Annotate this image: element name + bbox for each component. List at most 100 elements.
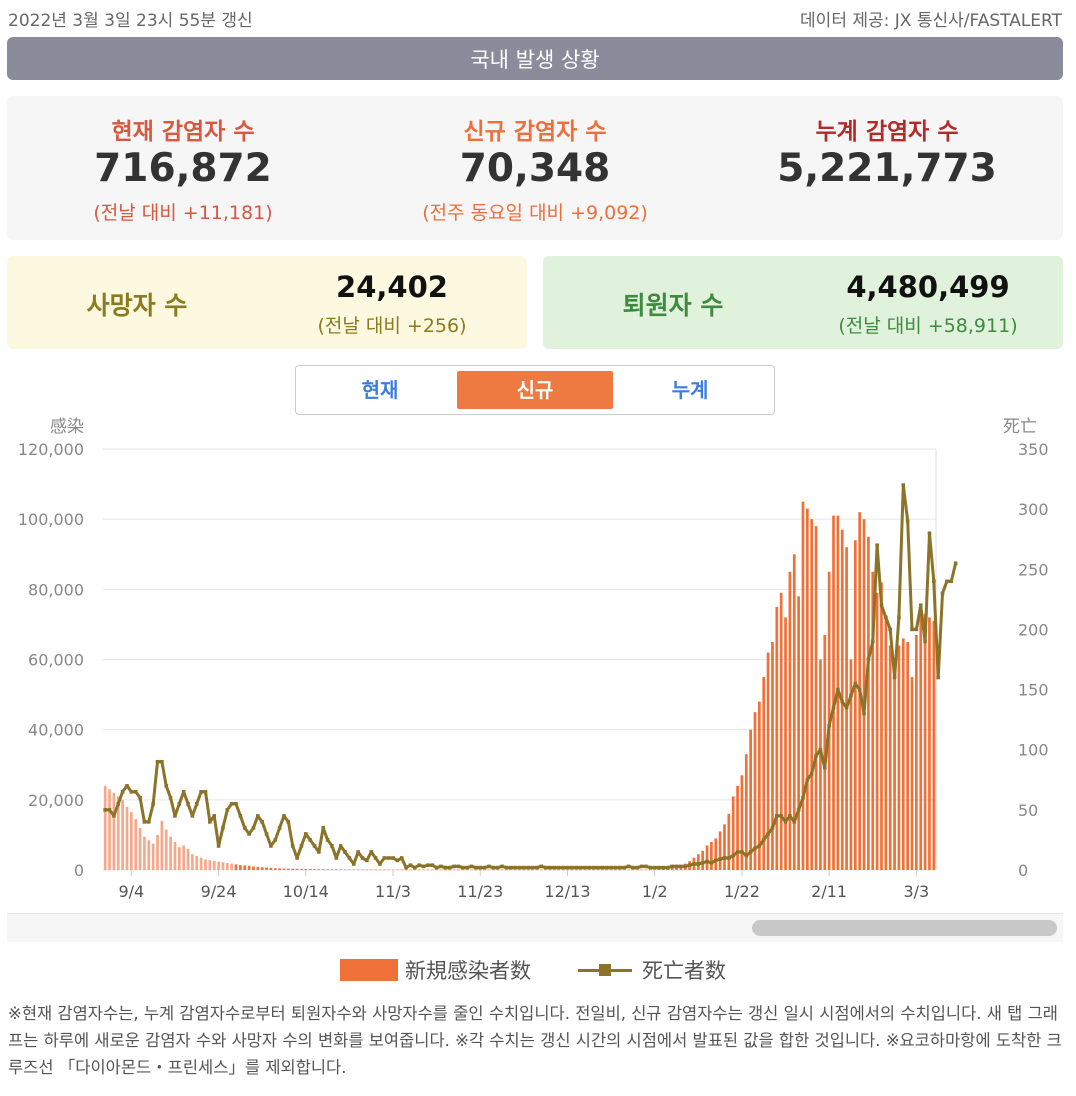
death-point bbox=[517, 865, 522, 870]
death-point bbox=[674, 864, 679, 869]
death-point bbox=[849, 693, 853, 698]
case-bar bbox=[849, 659, 853, 870]
death-point bbox=[687, 863, 692, 867]
death-point bbox=[552, 865, 557, 870]
chart-scrollbar-thumb[interactable] bbox=[752, 920, 1057, 936]
case-bar bbox=[195, 855, 199, 870]
death-point bbox=[591, 865, 596, 870]
case-bar bbox=[657, 869, 661, 870]
death-point bbox=[879, 603, 884, 608]
death-point bbox=[168, 796, 173, 800]
death-point bbox=[256, 814, 260, 818]
case-bar bbox=[766, 652, 770, 870]
case-bar bbox=[714, 838, 718, 870]
case-bar bbox=[330, 869, 334, 870]
data-source: 데이터 제공: JX 통신사/FASTALERT bbox=[800, 11, 1062, 31]
death-point bbox=[181, 790, 186, 794]
case-bar bbox=[339, 869, 343, 870]
death-point bbox=[923, 639, 927, 644]
case-bar bbox=[788, 571, 792, 870]
case-bar bbox=[239, 865, 242, 870]
death-point bbox=[452, 864, 456, 869]
x-tick-label: 2/11 bbox=[811, 882, 847, 901]
case-bar bbox=[587, 869, 591, 871]
case-bar bbox=[810, 519, 814, 870]
case-bar bbox=[740, 775, 744, 870]
death-point bbox=[766, 832, 770, 836]
case-bar bbox=[797, 596, 800, 870]
death-point bbox=[644, 864, 648, 869]
death-point bbox=[796, 808, 801, 812]
death-point bbox=[600, 865, 605, 870]
case-bar bbox=[522, 869, 526, 871]
death-point bbox=[242, 826, 247, 830]
tab-new[interactable]: 신규 bbox=[457, 371, 613, 409]
death-point bbox=[809, 771, 814, 776]
death-point bbox=[897, 615, 901, 620]
case-bar bbox=[313, 869, 316, 870]
case-bar bbox=[417, 869, 421, 871]
case-bar bbox=[182, 845, 186, 870]
death-point bbox=[783, 820, 788, 824]
right-tick-label: 50 bbox=[1018, 801, 1038, 820]
case-bar bbox=[627, 869, 630, 871]
case-bar bbox=[452, 869, 456, 871]
death-point bbox=[596, 865, 600, 870]
case-bar bbox=[736, 785, 739, 870]
death-point bbox=[474, 865, 478, 870]
death-point bbox=[901, 483, 906, 487]
case-bar bbox=[853, 540, 857, 870]
death-point bbox=[465, 865, 469, 870]
legend-deaths[interactable]: 死亡者数 bbox=[578, 955, 726, 985]
case-bar bbox=[893, 666, 896, 870]
death-point bbox=[260, 820, 264, 824]
tab-cumulative[interactable]: 누계 bbox=[671, 378, 709, 402]
new-infected-label: 신규 감염자 수 bbox=[463, 119, 607, 145]
death-point bbox=[731, 853, 736, 858]
death-point bbox=[461, 865, 465, 870]
case-bar bbox=[923, 613, 927, 870]
case-bar bbox=[670, 867, 674, 870]
death-point bbox=[482, 865, 487, 870]
death-point bbox=[761, 838, 766, 842]
death-point bbox=[290, 844, 295, 848]
section-title: 국내 발생 상황 bbox=[470, 47, 600, 72]
case-bar bbox=[574, 869, 578, 871]
death-point bbox=[740, 850, 744, 854]
case-bar bbox=[265, 867, 268, 870]
death-point bbox=[129, 790, 134, 794]
case-bar bbox=[792, 554, 796, 870]
death-point bbox=[578, 865, 583, 870]
death-point bbox=[312, 844, 317, 848]
death-point bbox=[870, 639, 875, 644]
x-tick-label: 3/3 bbox=[903, 882, 929, 901]
death-point bbox=[273, 838, 278, 842]
case-bar bbox=[592, 869, 595, 871]
death-point bbox=[360, 856, 365, 860]
left-tick-label: 20,000 bbox=[28, 791, 84, 810]
case-bar bbox=[749, 729, 752, 870]
legend-cases[interactable]: 新規感染者数 bbox=[340, 955, 531, 985]
right-tick-label: 200 bbox=[1018, 620, 1049, 639]
death-point bbox=[522, 865, 526, 870]
death-point bbox=[216, 844, 221, 848]
death-point bbox=[247, 832, 251, 836]
legend-cases-label: 新規感染者数 bbox=[405, 959, 531, 983]
case-bar bbox=[356, 869, 360, 871]
death-point bbox=[269, 844, 273, 848]
case-bar bbox=[391, 869, 395, 871]
current-infected-label: 현재 감염자 수 bbox=[111, 119, 255, 145]
death-point bbox=[303, 832, 308, 836]
death-point bbox=[194, 802, 199, 806]
case-bar bbox=[539, 869, 543, 871]
death-point bbox=[727, 856, 731, 860]
case-bar bbox=[531, 869, 534, 871]
death-point bbox=[910, 627, 914, 632]
total-infected-label: 누계 감염자 수 bbox=[815, 119, 959, 145]
case-bar bbox=[173, 841, 177, 870]
death-point bbox=[613, 865, 618, 870]
tab-current[interactable]: 현재 bbox=[361, 378, 399, 402]
deaths-label: 사망자 수 bbox=[86, 291, 188, 320]
case-bar bbox=[247, 865, 251, 870]
death-point bbox=[199, 790, 203, 794]
